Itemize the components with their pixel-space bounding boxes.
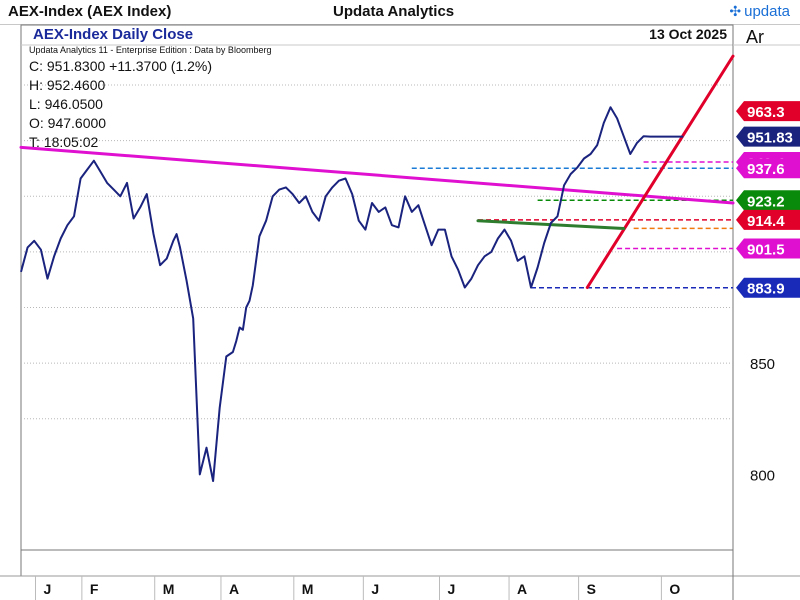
x-tick-label: M <box>302 581 314 597</box>
price-tag-label: 901.5 <box>747 242 785 259</box>
open-readout: O: 947.6000 <box>29 115 107 131</box>
price-tag: 951.83 <box>736 126 800 147</box>
trend-line <box>19 145 735 205</box>
price-tag: 923.2 <box>736 190 800 211</box>
price-tag: 914.4 <box>736 209 800 230</box>
x-tick-label: O <box>669 581 680 597</box>
high-readout: H: 952.4600 <box>29 77 106 93</box>
price-tag-shape <box>736 101 800 122</box>
price-tag: 901.5 <box>736 238 800 259</box>
x-tick-label: J <box>448 581 456 597</box>
price-tag-label: 937.6 <box>747 161 785 178</box>
price-tag-label: 883.9 <box>747 281 785 298</box>
y-tick-label: 850 <box>750 356 775 373</box>
trend-line <box>585 54 735 289</box>
x-tick-label: M <box>163 581 175 597</box>
close-readout: C: 951.8300 +11.3700 (1.2%) <box>29 58 213 74</box>
axis-unit-label: Ar <box>746 27 764 47</box>
x-tick-label: J <box>371 581 379 597</box>
price-tag-label: 951.83 <box>747 130 793 147</box>
price-series <box>20 106 684 482</box>
price-tag-shape <box>736 209 800 230</box>
app-title: Updata Analytics <box>333 3 455 20</box>
plot-frame <box>20 24 734 577</box>
price-tag-label: 963.3 <box>747 104 785 121</box>
title-bar: AEX-Index (AEX Index) Updata Analytics ✣… <box>0 0 800 25</box>
chart-title: AEX-Index Daily Close <box>33 26 194 43</box>
x-tick-label: S <box>587 581 596 597</box>
brand-logo: ✣ updata <box>729 3 790 20</box>
series-line <box>20 106 684 482</box>
x-tick-label: F <box>90 581 99 597</box>
x-tick-label: A <box>517 581 527 597</box>
price-tag-shape <box>736 126 800 147</box>
brand-name: updata <box>744 3 790 20</box>
chart-date: 13 Oct 2025 <box>649 26 727 42</box>
time-readout: T: 18:05:02 <box>29 134 99 150</box>
chart-header: AEX-Index Daily Close 13 Oct 2025 <box>21 25 733 45</box>
price-tag: 937.6 <box>736 158 800 179</box>
y-tick-label: 800 <box>750 467 775 484</box>
x-tick-label: J <box>43 581 51 597</box>
price-tag-label: 914.4 <box>747 213 785 230</box>
instrument-title: AEX-Index (AEX Index) <box>8 3 172 20</box>
price-tags: 963.3951.83940.4937.6923.2914.4901.5883.… <box>736 101 800 298</box>
price-tag-label: 923.2 <box>747 193 785 210</box>
price-tag-shape <box>736 238 800 259</box>
price-tag: 883.9 <box>736 277 800 298</box>
updata-logo-icon: ✣ <box>729 3 742 19</box>
low-readout: L: 946.0500 <box>29 96 103 112</box>
price-tag-shape <box>736 190 800 211</box>
x-tick-label: A <box>229 581 239 597</box>
price-tag: 963.3 <box>736 101 800 122</box>
level-lines <box>411 161 733 289</box>
price-tag-shape <box>736 158 800 179</box>
data-source-note: Updata Analytics 11 - Enterprise Edition… <box>29 45 272 55</box>
y-axis-ticks: 850 800 <box>750 356 775 484</box>
price-tag-shape <box>736 277 800 298</box>
